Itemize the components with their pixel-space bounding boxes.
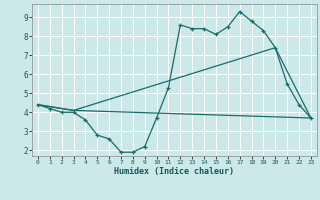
X-axis label: Humidex (Indice chaleur): Humidex (Indice chaleur) bbox=[115, 167, 234, 176]
